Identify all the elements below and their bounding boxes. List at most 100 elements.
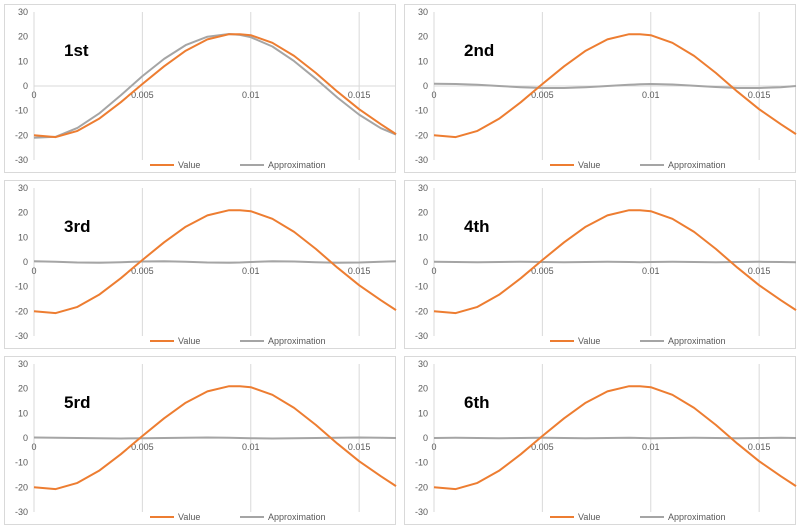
y-tick-label: -10: [15, 282, 28, 292]
legend-label-value: Value: [178, 336, 200, 346]
y-tick-label: -10: [15, 458, 28, 468]
y-tick-label: 20: [418, 208, 428, 218]
y-tick-label: 10: [18, 56, 28, 66]
x-tick-label: 0.005: [131, 266, 154, 276]
y-tick-label: -30: [415, 331, 428, 341]
x-tick-label: 0.015: [748, 266, 771, 276]
series-line-value: [33, 33, 397, 139]
chart-panel-4th: -30 -20 -10 0 10 20 30 0 0.005 0.01 0.015 4th Value A…: [400, 176, 800, 352]
y-tick-label: 10: [18, 408, 28, 418]
x-tick-label: 0.005: [531, 442, 554, 452]
series-line-value: [433, 33, 797, 139]
x-tick-label: 0: [431, 442, 436, 452]
chart-frame: [404, 180, 796, 349]
y-tick-label: -30: [15, 155, 28, 165]
y-tick-label: 20: [418, 384, 428, 394]
x-tick-label: 0: [431, 266, 436, 276]
x-tick-label: 0.015: [748, 442, 771, 452]
y-tick-label: 0: [423, 81, 428, 91]
x-tick-label: 0.015: [748, 90, 771, 100]
legend-label-approximation: Approximation: [668, 336, 726, 346]
y-tick-label: -30: [15, 331, 28, 341]
y-tick-label: 10: [18, 232, 28, 242]
chart-panel-3rd: -30 -20 -10 0 10 20 30 0 0.005 0.01 0.015 3rd Value A…: [0, 176, 400, 352]
legend-label-approximation: Approximation: [668, 512, 726, 522]
series-line-value: [33, 209, 397, 315]
y-tick-label: 30: [418, 359, 428, 369]
panel-title: 1st: [64, 41, 89, 60]
chart-frame: [4, 4, 396, 173]
series-line-approximation: [33, 436, 397, 440]
x-tick-label: 0.015: [348, 90, 371, 100]
x-tick-label: 0: [31, 90, 36, 100]
y-tick-label: 10: [418, 232, 428, 242]
chart-panel-5rd: -30 -20 -10 0 10 20 30 0 0.005 0.01 0.015 5rd Value A…: [0, 352, 400, 528]
chart-panel-2nd: -30 -20 -10 0 10 20 30 0 0.005 0.01 0.015 2nd Value A…: [400, 0, 800, 176]
y-tick-label: 30: [18, 7, 28, 17]
legend-label-value: Value: [578, 512, 600, 522]
x-tick-label: 0.005: [531, 90, 554, 100]
series-line-approximation: [33, 260, 397, 264]
y-tick-label: -20: [15, 306, 28, 316]
x-tick-label: 0.015: [348, 266, 371, 276]
x-tick-label: 0.01: [642, 442, 660, 452]
x-tick-label: 0.01: [242, 442, 260, 452]
x-tick-label: 0.01: [642, 266, 660, 276]
panel-title: 4th: [464, 217, 490, 236]
x-tick-label: 0.005: [131, 90, 154, 100]
x-tick-label: 0: [31, 442, 36, 452]
legend-label-approximation: Approximation: [268, 512, 326, 522]
series-line-approximation: [433, 82, 797, 89]
y-tick-label: -20: [415, 482, 428, 492]
legend-label-approximation: Approximation: [268, 160, 326, 170]
y-tick-label: 20: [18, 384, 28, 394]
y-tick-label: -20: [415, 306, 428, 316]
y-tick-label: -10: [15, 106, 28, 116]
chart-frame: [4, 180, 396, 349]
y-tick-label: 0: [23, 257, 28, 267]
y-tick-label: 20: [18, 208, 28, 218]
legend-label-value: Value: [578, 160, 600, 170]
x-tick-label: 0.01: [242, 266, 260, 276]
x-tick-label: 0.005: [131, 442, 154, 452]
legend-label-approximation: Approximation: [668, 160, 726, 170]
y-tick-label: 30: [418, 7, 428, 17]
chart-panel-6th: -30 -20 -10 0 10 20 30 0 0.005 0.01 0.015 6th Value A…: [400, 352, 800, 528]
x-tick-label: 0: [431, 90, 436, 100]
panel-title: 3rd: [64, 217, 90, 236]
x-tick-label: 0.01: [642, 90, 660, 100]
y-tick-label: -30: [15, 507, 28, 517]
panel-title: 5rd: [64, 393, 90, 412]
legend-label-value: Value: [178, 512, 200, 522]
y-tick-label: -10: [415, 106, 428, 116]
y-tick-label: -20: [415, 130, 428, 140]
y-tick-label: -10: [415, 282, 428, 292]
panel-title: 2nd: [464, 41, 494, 60]
x-tick-label: 0.005: [531, 266, 554, 276]
series-line-value: [433, 385, 797, 491]
y-tick-label: 20: [418, 32, 428, 42]
x-tick-label: 0.01: [242, 90, 260, 100]
y-tick-label: -30: [415, 155, 428, 165]
y-tick-label: 0: [23, 81, 28, 91]
legend-label-approximation: Approximation: [268, 336, 326, 346]
legend-label-value: Value: [578, 336, 600, 346]
x-tick-label: 0: [31, 266, 36, 276]
series-line-value: [433, 209, 797, 315]
panel-title: 6th: [464, 393, 490, 412]
y-tick-label: -20: [15, 482, 28, 492]
y-tick-label: 30: [418, 183, 428, 193]
chart-frame: [4, 356, 396, 525]
y-tick-label: 0: [23, 433, 28, 443]
y-tick-label: 30: [18, 183, 28, 193]
y-tick-label: -20: [15, 130, 28, 140]
y-tick-label: 30: [18, 359, 28, 369]
y-tick-label: 10: [418, 408, 428, 418]
y-tick-label: 20: [18, 32, 28, 42]
